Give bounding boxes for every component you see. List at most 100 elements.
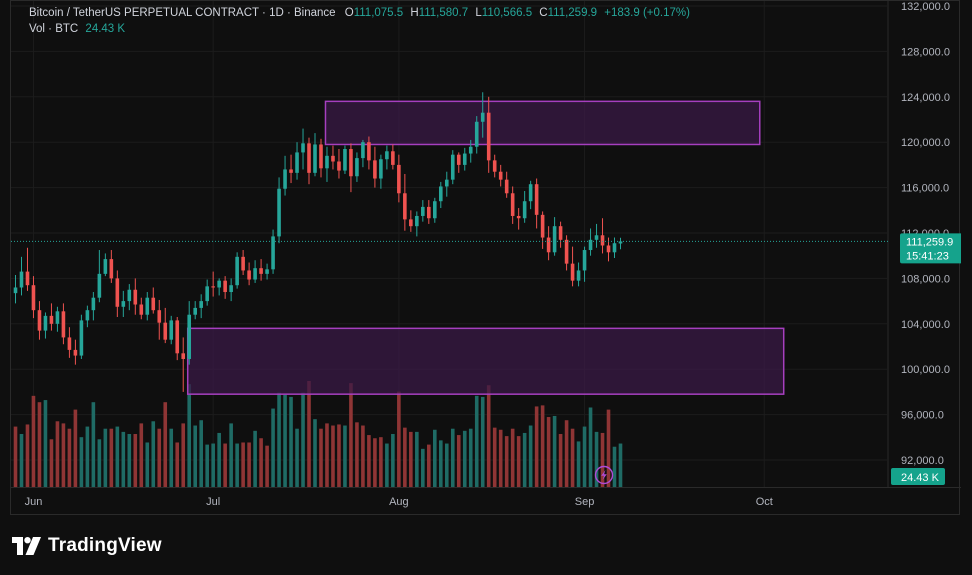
volume-bar xyxy=(510,428,515,487)
volume-bar xyxy=(325,423,329,487)
candle-body xyxy=(31,285,36,311)
volume-bar xyxy=(295,428,299,487)
volume-bar xyxy=(409,431,413,487)
candle-body xyxy=(49,315,54,324)
chart-legend: Bitcoin / TetherUS PERPETUAL CONTRACT · … xyxy=(29,5,690,37)
volume-bar xyxy=(265,445,269,487)
candle-body xyxy=(121,301,126,307)
candle-body xyxy=(492,160,497,172)
candle-body xyxy=(331,155,335,162)
volume-bar xyxy=(468,428,473,487)
candle-body xyxy=(456,154,461,165)
candle-body xyxy=(570,263,575,281)
volume-bar xyxy=(151,421,156,487)
open-label: O xyxy=(344,7,354,19)
volume-bar xyxy=(103,428,108,487)
highlight-zones[interactable] xyxy=(186,100,785,395)
open-value: 111,075.5 xyxy=(353,7,404,19)
volume-bar xyxy=(49,439,54,487)
volume-bar xyxy=(181,423,186,487)
time-axis[interactable]: Jun Jul Aug Sep Oct xyxy=(25,496,773,508)
candle-body xyxy=(301,143,305,153)
candle-body xyxy=(85,310,90,321)
volume-bar xyxy=(367,435,371,487)
candle-body xyxy=(600,235,605,246)
candle-body xyxy=(325,155,329,169)
candle-body xyxy=(79,320,84,356)
volume-bar xyxy=(241,442,245,487)
candle-body xyxy=(259,268,263,274)
volume-bar xyxy=(403,427,407,487)
candle-body xyxy=(373,160,377,179)
price-tick-label: 128,000.0 xyxy=(901,46,950,58)
volume-bar xyxy=(558,434,563,487)
volume-bar xyxy=(145,442,150,487)
candle-body xyxy=(163,322,168,340)
volume-bar xyxy=(582,426,587,487)
candle-body xyxy=(217,280,221,288)
brand-name: TradingView xyxy=(48,535,162,556)
volume-bar xyxy=(385,443,389,487)
volume-row: Vol · BTC 24.43 K xyxy=(29,21,690,37)
candle-body xyxy=(67,337,72,350)
candle-body xyxy=(151,297,156,311)
support-zone[interactable] xyxy=(186,327,785,395)
volume-bar xyxy=(277,392,281,487)
candle-body xyxy=(367,142,371,161)
candle-body xyxy=(73,349,78,356)
time-tick-label: Aug xyxy=(389,496,409,508)
candle-body xyxy=(534,184,539,215)
volume-bar xyxy=(307,381,311,487)
symbol-title[interactable]: Bitcoin / TetherUS PERPETUAL CONTRACT · … xyxy=(29,7,336,19)
candle-body xyxy=(606,245,611,253)
volume-bar xyxy=(85,426,90,487)
candle-body xyxy=(223,280,227,293)
candle-body xyxy=(295,152,299,173)
candle-body xyxy=(462,153,467,165)
candle-body xyxy=(19,271,24,288)
volume-bar xyxy=(612,446,617,487)
volume-bar xyxy=(199,420,203,487)
price-chart[interactable]: 132,000.0 128,000.0 124,000.0 120,000.0 116,… xyxy=(11,1,961,516)
price-tick-label: 124,000.0 xyxy=(901,92,950,104)
volume-bar xyxy=(121,431,126,487)
time-tick-label: Jun xyxy=(25,496,43,508)
chart-panel[interactable]: 132,000.0 128,000.0 124,000.0 120,000.0 116,… xyxy=(10,0,961,516)
volume-bar xyxy=(600,432,605,487)
candle-body xyxy=(13,287,18,294)
price-tick-label: 116,000.0 xyxy=(901,183,949,195)
candle-body xyxy=(468,146,473,154)
volume-bar xyxy=(259,438,263,487)
volume-bar xyxy=(588,407,593,487)
candle-body xyxy=(349,149,353,177)
volume-bar xyxy=(283,394,287,487)
volume-bar xyxy=(271,408,275,487)
candle-body xyxy=(391,151,395,165)
volume-bar xyxy=(109,428,114,487)
candle-body xyxy=(199,301,203,308)
volume-bars xyxy=(13,381,623,487)
volume-bar xyxy=(247,442,251,487)
grid-lines xyxy=(11,1,961,488)
last-price-text: 111,259.9 xyxy=(906,236,953,248)
alert-icon[interactable] xyxy=(594,465,614,485)
candle-body xyxy=(564,239,569,264)
countdown-text: 15:41:23 xyxy=(906,250,949,262)
candle-body xyxy=(618,241,623,244)
volume-bar xyxy=(211,443,215,487)
candle-body xyxy=(343,149,347,171)
candle-body xyxy=(486,112,491,161)
candle-body xyxy=(504,179,509,194)
volume-bar xyxy=(474,395,479,487)
candle-body xyxy=(516,215,521,219)
candle-body xyxy=(498,171,503,180)
volume-bar xyxy=(546,417,551,487)
candle-body xyxy=(235,256,239,286)
volume-bar xyxy=(462,430,467,487)
candle-body xyxy=(277,188,281,237)
candle-body xyxy=(211,286,215,288)
candle-body xyxy=(145,297,150,315)
volume-label[interactable]: Vol · BTC xyxy=(29,23,79,35)
volume-tag xyxy=(891,468,945,485)
resistance-zone[interactable] xyxy=(324,100,761,146)
